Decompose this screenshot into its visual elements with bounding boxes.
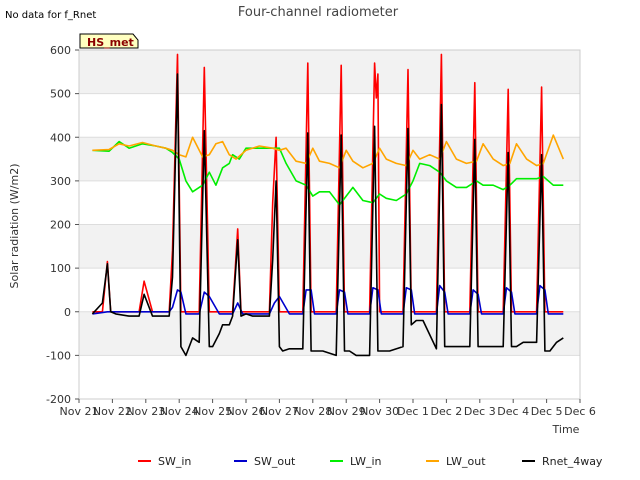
y-axis-title: Solar radiation (W/m2)	[8, 163, 21, 288]
x-tick-label: Nov 23	[126, 405, 165, 418]
legend-label: Rnet_4way	[542, 455, 603, 468]
series-lines	[91, 53, 565, 357]
x-tick-label: Nov 25	[193, 405, 232, 418]
x-tick-label: Nov 24	[160, 405, 199, 418]
y-tick-label: 300	[50, 175, 71, 188]
y-tick-label: 500	[50, 88, 71, 101]
x-tick-label: Nov 22	[93, 405, 132, 418]
legend: SW_in SW_out LW_in LW_out Rnet_4way	[138, 455, 603, 468]
x-tick-label: Nov 26	[227, 405, 266, 418]
y-tick-label: 400	[50, 131, 71, 144]
x-tick-label: Dec 1	[397, 405, 429, 418]
x-tick-label: Nov 29	[327, 405, 366, 418]
no-data-note: No data for f_Rnet	[5, 10, 96, 21]
x-tick-label: Nov 30	[360, 405, 399, 418]
legend-label: SW_out	[254, 455, 296, 468]
series-line-lw-in	[92, 140, 564, 206]
x-tick-label: Dec 5	[531, 405, 563, 418]
x-axis-title: Time	[552, 423, 580, 436]
series-line-lw-out	[92, 134, 565, 169]
station-badge: HS_met	[79, 33, 139, 49]
y-tick-label: 200	[50, 219, 71, 232]
x-tick-label: Dec 2	[431, 405, 463, 418]
y-tick-label: -100	[46, 349, 71, 362]
x-tick-label: Dec 4	[497, 405, 529, 418]
x-tick-label: Dec 3	[464, 405, 496, 418]
legend-label: LW_in	[350, 455, 382, 468]
badge-box	[79, 33, 139, 49]
y-tick-label: 600	[50, 44, 71, 57]
plot-bands	[79, 50, 580, 356]
chart-title: Four-channel radiometer	[238, 5, 399, 20]
plot-band	[79, 224, 580, 269]
y-tick-label: 0	[64, 306, 71, 319]
y-tick-label: 100	[50, 262, 71, 275]
y-tick-label: -200	[46, 393, 71, 406]
plot-band	[79, 137, 580, 181]
x-tick-label: Nov 21	[60, 405, 99, 418]
y-axis-ticks: -200 -100 0 100 200 300 400 500 600	[46, 44, 79, 406]
x-tick-label: Nov 27	[260, 405, 299, 418]
plot-band	[79, 50, 580, 94]
legend-label: LW_out	[446, 455, 486, 468]
badge-label: HS_met	[87, 36, 134, 49]
series-line-rnet-4way	[91, 73, 564, 357]
series-line-sw-out	[92, 284, 564, 315]
plot-band	[79, 311, 580, 356]
legend-label: SW_in	[158, 455, 191, 468]
x-tick-label: Nov 28	[293, 405, 332, 418]
x-tick-label: Dec 6	[564, 405, 596, 418]
